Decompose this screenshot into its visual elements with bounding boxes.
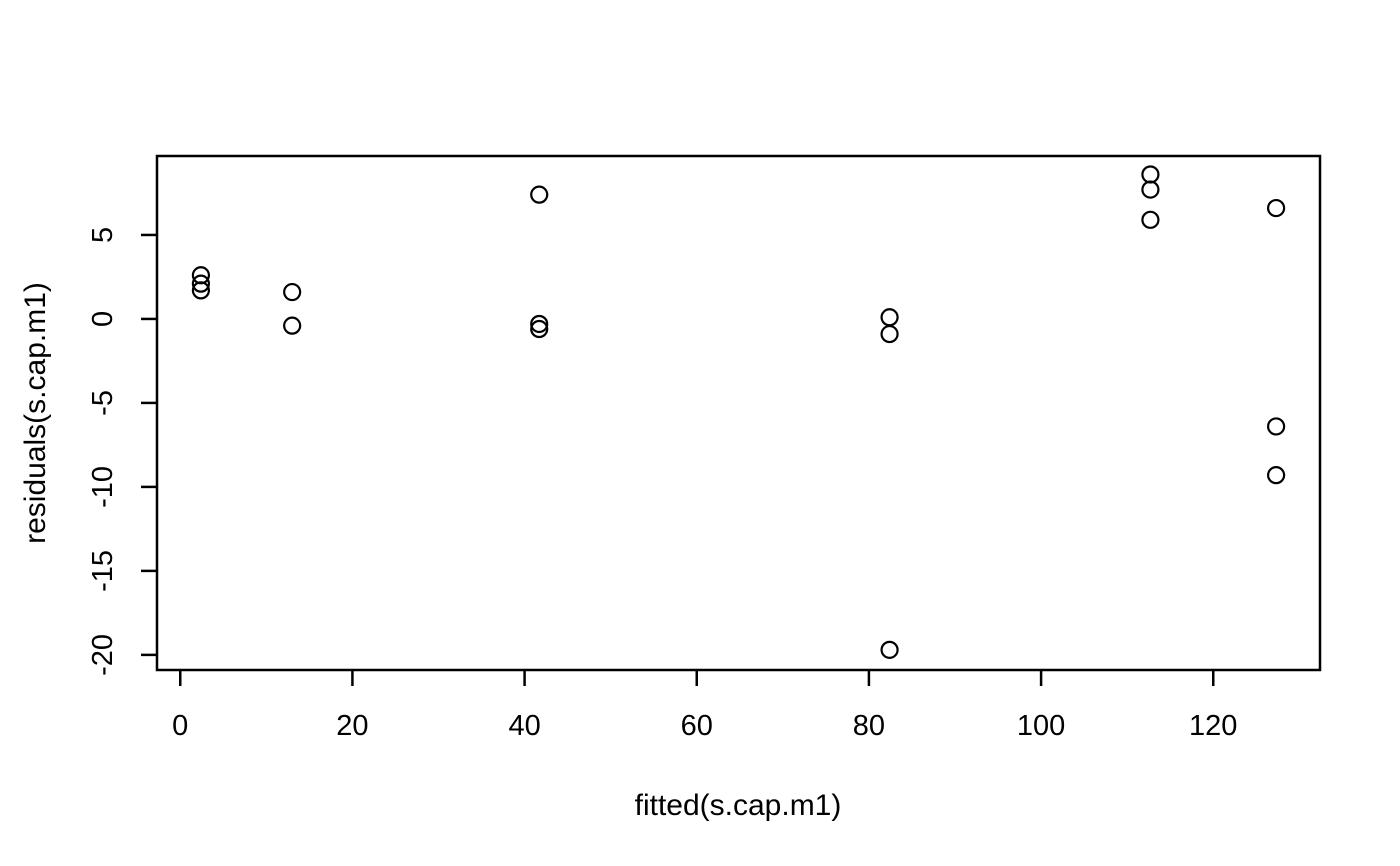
x-axis-ticks	[178, 670, 1215, 686]
data-point	[1266, 417, 1286, 436]
x-axis-tick-labels: 0 20 40 60 80 100 120	[172, 710, 1237, 742]
y-axis-title: residuals(s.cap.m1)	[19, 282, 52, 544]
data-point	[1266, 466, 1286, 485]
x-tick-label: 60	[681, 710, 713, 742]
data-point	[530, 314, 549, 334]
x-tick-label: 0	[172, 710, 188, 742]
y-tick-label: 0	[87, 311, 119, 327]
data-point	[530, 185, 549, 204]
plot-box	[155, 154, 1322, 672]
y-tick-label: -20	[87, 634, 119, 676]
x-tick-label: 40	[508, 710, 540, 742]
data-point	[191, 274, 211, 293]
data-point	[530, 319, 549, 339]
x-tick-label: 80	[853, 710, 885, 742]
data-point	[1141, 210, 1160, 229]
y-tick-label: 5	[87, 227, 119, 243]
data-point	[880, 308, 899, 327]
data-point	[1266, 198, 1286, 218]
data-point	[1141, 180, 1160, 199]
y-tick-label: -10	[87, 466, 119, 508]
x-tick-label: 100	[1017, 710, 1065, 742]
x-axis-title: fitted(s.cap.m1)	[635, 789, 842, 822]
data-point	[880, 640, 899, 659]
y-axis-ticks	[141, 233, 157, 657]
y-tick-label: -15	[87, 550, 119, 592]
data-point	[191, 281, 211, 300]
data-point	[283, 282, 302, 302]
y-tick-label: -5	[87, 390, 119, 416]
y-axis-tick-labels: -20 -15 -10 -5 0 5	[87, 227, 119, 676]
data-points	[191, 165, 1286, 659]
data-point	[283, 316, 302, 335]
x-tick-label: 20	[336, 710, 368, 742]
x-tick-label: 120	[1189, 710, 1237, 742]
data-point	[1141, 165, 1160, 184]
data-point	[880, 324, 899, 344]
